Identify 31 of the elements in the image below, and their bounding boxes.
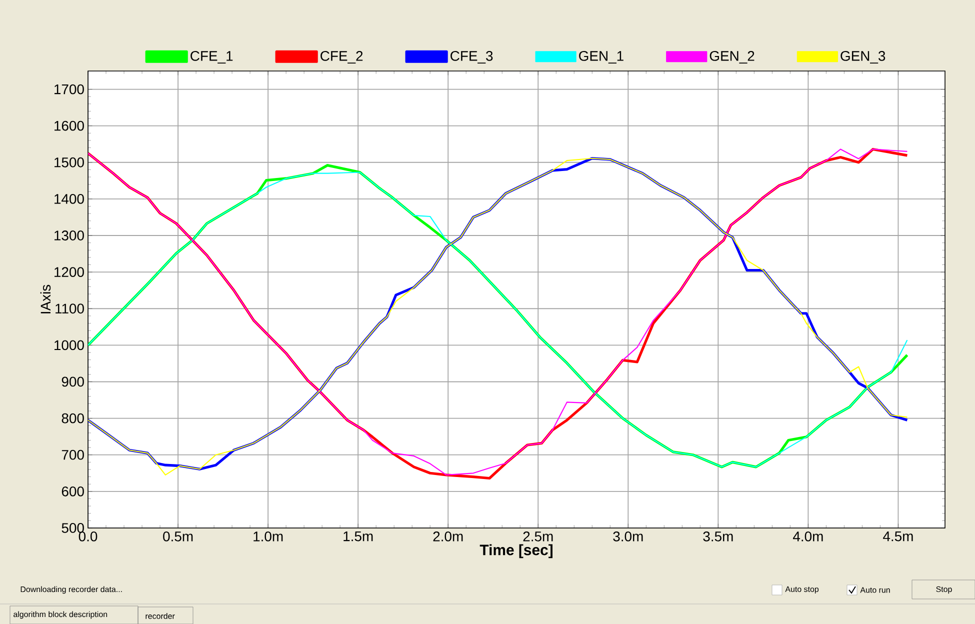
y-tick-label: 1200	[54, 267, 84, 278]
y-tick-label: 1300	[54, 230, 84, 240]
x-tick-label: 1.0m	[254, 531, 283, 542]
x-tick-label: 3.5m	[703, 531, 733, 542]
y-tick-label: 800	[62, 413, 84, 424]
y-tick-label: 700	[62, 450, 84, 460]
x-tick-label: 2.0m	[433, 531, 463, 542]
x-tick-label: 4.5m	[883, 532, 913, 542]
x-tick-label: 4.0m	[792, 531, 823, 542]
x-tick-label: 1.5m	[344, 532, 373, 542]
x-axis-title: Time [sec]	[480, 544, 552, 558]
y-tick-label: 500	[62, 523, 84, 533]
x-tick-label: 2.5m	[523, 531, 553, 542]
y-tick-label: 1100	[56, 304, 84, 314]
x-tick-label: 0.5m	[163, 531, 193, 542]
y-tick-label: 1500	[54, 157, 84, 168]
y-tick-label: 1000	[54, 340, 84, 350]
y-tick-label: 1400	[54, 194, 84, 204]
y-tick-label: 1700	[54, 84, 84, 94]
legend-label: CFE_3	[450, 50, 493, 64]
legend-label: CFE_2	[320, 50, 363, 64]
x-tick-label: 3.0m	[613, 531, 643, 542]
x-tick-label: 0.0	[78, 531, 98, 542]
y-tick-label: 1600	[54, 120, 84, 131]
legend-label: CFE_1	[190, 50, 233, 64]
y-axis-title: IAxis	[40, 284, 51, 314]
y-tick-label: 900	[62, 376, 84, 387]
y-tick-label: 600	[62, 486, 84, 496]
legend-label: GEN_2	[710, 50, 754, 64]
legend-label: GEN_1	[579, 50, 624, 64]
legend-label: GEN_3	[840, 50, 886, 64]
